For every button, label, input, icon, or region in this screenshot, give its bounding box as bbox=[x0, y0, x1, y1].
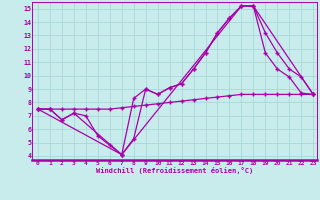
X-axis label: Windchill (Refroidissement éolien,°C): Windchill (Refroidissement éolien,°C) bbox=[96, 167, 253, 174]
